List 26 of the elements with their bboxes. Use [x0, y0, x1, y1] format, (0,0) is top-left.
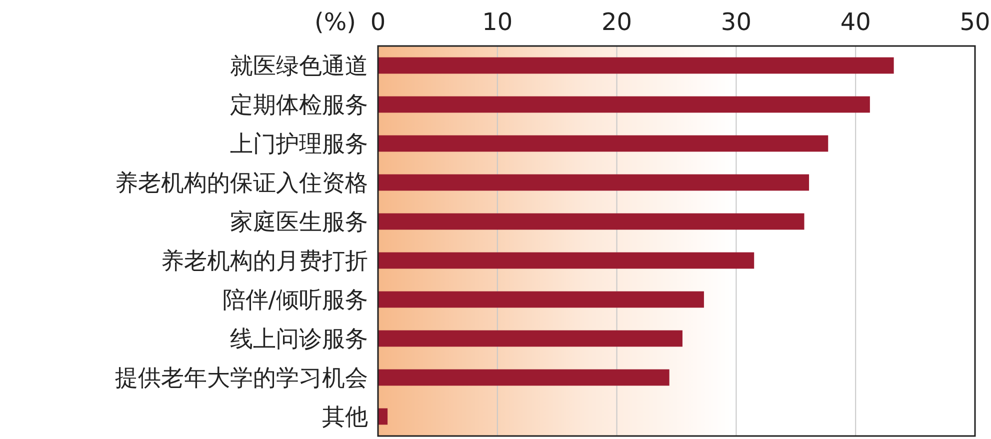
bar — [378, 135, 828, 152]
x-axis-title: (%) — [314, 8, 356, 36]
bar — [378, 252, 754, 269]
y-tick-label: 上门护理服务 — [230, 132, 368, 158]
x-tick-label: 0 — [370, 8, 386, 36]
bar — [378, 57, 894, 74]
y-tick-label: 定期体检服务 — [230, 92, 368, 118]
y-tick-label: 提供老年大学的学习机会 — [115, 366, 368, 392]
x-tick-label: 20 — [602, 8, 632, 36]
bar — [378, 213, 804, 230]
y-tick-label: 就医绿色通道 — [230, 54, 368, 80]
y-tick-label: 线上问诊服务 — [230, 326, 368, 352]
x-tick-label: 30 — [720, 8, 752, 36]
x-tick-label: 40 — [840, 8, 871, 36]
y-tick-label: 养老机构的保证入住资格 — [115, 170, 368, 196]
x-tick-label: 50 — [960, 8, 990, 36]
bar — [378, 369, 670, 386]
x-tick-label: 10 — [482, 8, 513, 36]
y-tick-label: 养老机构的月费打折 — [161, 248, 368, 274]
bar — [378, 96, 870, 113]
bar — [378, 174, 810, 191]
y-tick-label: 家庭医生服务 — [230, 210, 368, 236]
bar — [378, 330, 682, 347]
y-tick-label: 其他 — [322, 404, 368, 430]
bar — [378, 291, 704, 308]
y-tick-label: 陪伴/倾听服务 — [222, 288, 368, 314]
